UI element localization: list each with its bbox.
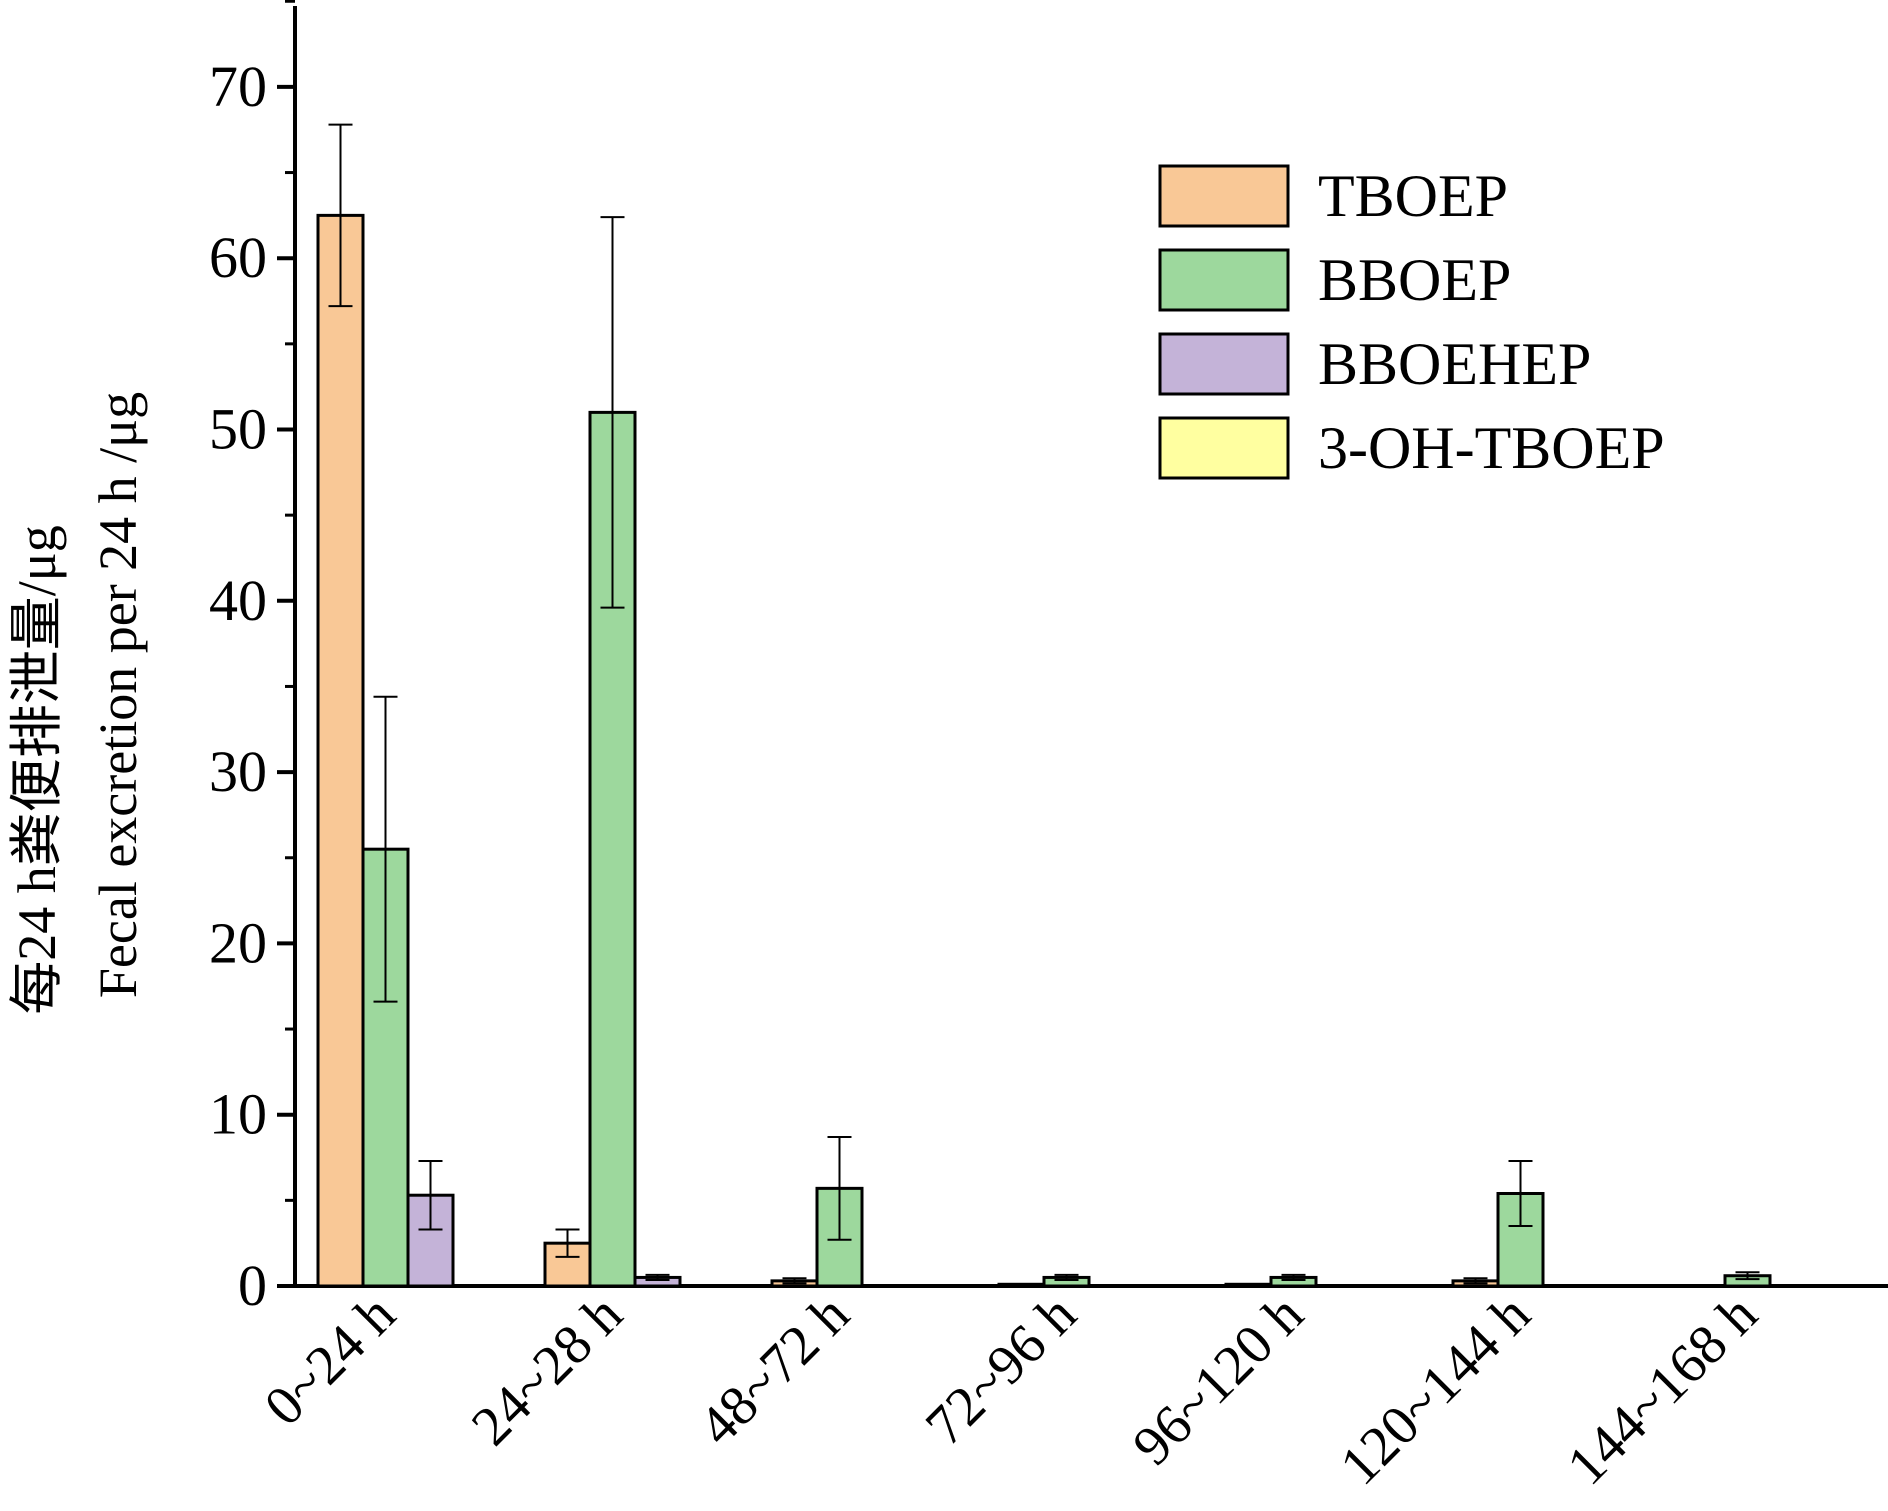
y-tick-label: 40 [209,568,267,633]
legend-swatch-bboehep [1158,332,1290,396]
bar-tboep [1224,1282,1273,1288]
legend-label-bboep: BBOEP [1318,247,1511,313]
x-tick-label: 96~120 h [1121,1283,1315,1477]
y-axis-title-line2: Fecal excretion per 24 h /μg [88,392,148,998]
x-tick-label: 144~168 h [1555,1283,1769,1497]
y-tick-label: 50 [209,397,267,462]
y-tick-label: 60 [209,225,267,290]
x-tick-label: 120~144 h [1328,1283,1542,1497]
x-tick-label: 48~72 h [687,1283,861,1457]
legend-label-tboep: TBOEP [1318,163,1508,229]
legend-label-bboehep: BBOEHEP [1318,331,1591,397]
x-tick-label: 0~24 h [253,1283,407,1437]
legend: TBOEP BBOEP BBOEHEP 3-OH-TBOEP [1158,163,1665,481]
y-axis-title-line1: 每24 h粪便排泄量/μg [7,525,67,1014]
y-tick-label: 0 [238,1253,267,1318]
bar-tboep [997,1282,1046,1288]
legend-swatch-3-oh-tboep [1158,416,1290,480]
x-tick-label: 24~28 h [460,1283,634,1457]
axes: 0 10 20 30 40 50 60 70 0~24 h 24~28 h 48~72 h 72~96… [209,0,1888,1497]
y-tick-label: 10 [209,1082,267,1147]
x-tick-label: 72~96 h [914,1283,1088,1457]
legend-label-3-oh-tboep: 3-OH-TBOEP [1318,415,1665,481]
bar-tboep [316,213,365,1288]
y-tick-label: 70 [209,54,267,119]
y-tick-label: 30 [209,739,267,804]
y-tick-label: 20 [209,910,267,975]
legend-swatch-tboep [1158,164,1290,228]
legend-swatch-bboep [1158,248,1290,312]
error-bars [328,123,1760,1285]
